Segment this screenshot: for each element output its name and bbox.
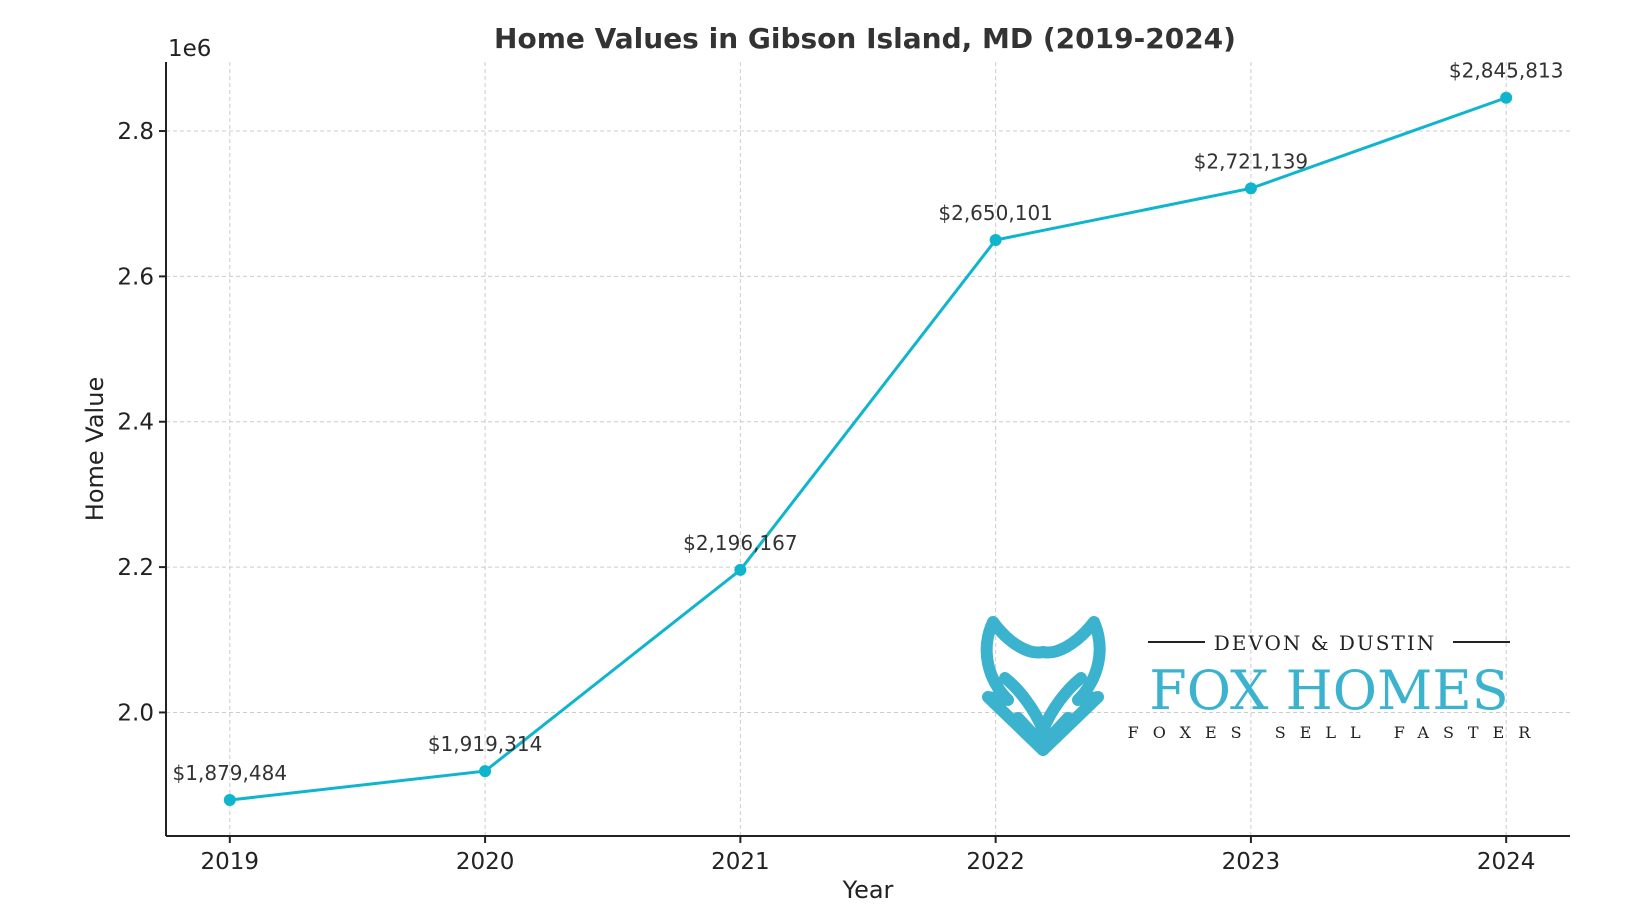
x-tick-label: 2020 [456, 849, 515, 875]
data-point [989, 233, 1002, 246]
y-tick-label: 2.2 [117, 555, 154, 581]
data-point [1500, 91, 1513, 104]
y-tick-label: 2.4 [117, 410, 154, 436]
y-tick-label: 2.8 [117, 119, 154, 145]
data-label: $2,650,101 [938, 201, 1053, 225]
fox-head-icon [980, 616, 1106, 756]
data-point [223, 794, 236, 807]
y-ticks: 2.0 2.2 2.4 2.6 2.8 [117, 119, 166, 726]
data-labels: $1,879,484 $1,919,314 $2,196,167 $2,650,101… [173, 59, 1564, 785]
data-label: $2,721,139 [1194, 149, 1309, 173]
y-axis-label: Home Value [81, 377, 109, 521]
data-label: $1,919,314 [428, 732, 543, 756]
x-tick-label: 2023 [1222, 849, 1281, 875]
data-label: $2,196,167 [683, 531, 798, 555]
data-points [223, 91, 1513, 807]
y-tick-label: 2.0 [117, 700, 154, 726]
x-axis-label: Year [842, 876, 894, 904]
logo-tagline-bottom: FOXES SELL FASTER [1128, 723, 1545, 742]
data-label: $1,879,484 [173, 761, 288, 785]
data-point [479, 765, 492, 778]
chart-title: Home Values in Gibson Island, MD (2019-2… [494, 22, 1236, 55]
x-tick-label: 2024 [1477, 849, 1536, 875]
x-tick-label: 2022 [966, 849, 1025, 875]
grid [166, 62, 1570, 836]
x-tick-label: 2019 [201, 849, 260, 875]
logo-brand-name: FOX HOMES [1149, 659, 1508, 722]
x-tick-label: 2021 [711, 849, 770, 875]
logo-tagline-top: DEVON & DUSTIN [1214, 631, 1436, 655]
data-label: $2,845,813 [1449, 59, 1564, 83]
data-point [734, 563, 747, 576]
brand-logo: DEVON & DUSTIN FOX HOMES FOXES SELL FAST… [980, 616, 1545, 756]
y-axis-offset-label: 1e6 [168, 36, 211, 62]
x-ticks: 2019 2020 2021 2022 2023 2024 [201, 836, 1536, 875]
series-line [229, 96, 1507, 802]
y-tick-label: 2.6 [117, 264, 154, 290]
data-point [1244, 182, 1257, 195]
